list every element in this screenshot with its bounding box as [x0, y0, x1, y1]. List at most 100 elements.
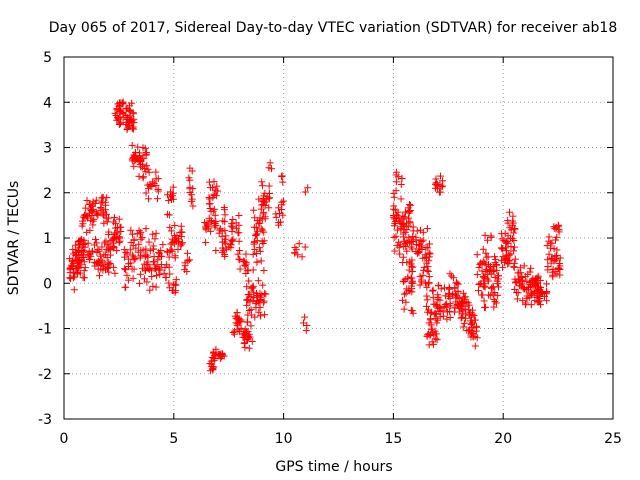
data-point [89, 221, 97, 229]
data-point [404, 214, 412, 222]
data-point [70, 286, 78, 294]
data-point [244, 311, 252, 319]
data-point [155, 266, 163, 274]
data-point [129, 274, 137, 282]
data-point [146, 247, 154, 255]
data-point [544, 256, 552, 264]
data-point [461, 305, 469, 313]
data-point [391, 247, 399, 255]
data-point [473, 271, 481, 279]
data-point [459, 323, 467, 331]
data-point [459, 300, 467, 308]
chart-title: Day 065 of 2017, Sidereal Day-to-day VTE… [49, 20, 618, 36]
data-point [471, 316, 479, 324]
data-point [429, 340, 437, 348]
data-point [274, 204, 282, 212]
data-point [258, 178, 266, 186]
data-point [464, 299, 472, 307]
data-point [429, 286, 437, 294]
data-point [145, 265, 153, 273]
data-point [416, 281, 424, 289]
data-point [235, 255, 243, 263]
data-point [440, 284, 448, 292]
data-point [75, 237, 83, 245]
data-point [234, 250, 242, 258]
data-point [256, 247, 264, 255]
data-point [66, 274, 74, 282]
data-point [398, 174, 406, 182]
data-point [510, 243, 518, 251]
data-point [258, 237, 266, 245]
data-point [291, 249, 299, 257]
data-point [66, 266, 74, 274]
data-point [128, 141, 136, 149]
data-point [232, 224, 240, 232]
data-point [466, 326, 474, 334]
data-point [425, 306, 433, 314]
data-point [123, 271, 131, 279]
data-point [145, 238, 153, 246]
data-point [397, 181, 405, 189]
data-point [139, 160, 147, 168]
data-point [424, 268, 432, 276]
y-tick-label: -2 [38, 367, 52, 383]
data-point [267, 165, 275, 173]
data-point [425, 330, 433, 338]
data-point [259, 281, 267, 289]
data-point [470, 324, 478, 332]
data-point [124, 122, 132, 130]
data-point [475, 263, 483, 271]
data-point [95, 258, 103, 266]
data-point [422, 279, 430, 287]
data-point [480, 282, 488, 290]
data-point [530, 289, 538, 297]
data-point [470, 311, 478, 319]
data-point [167, 227, 175, 235]
data-point [521, 272, 529, 280]
data-point [463, 298, 471, 306]
data-point [276, 209, 284, 217]
data-point [553, 270, 561, 278]
data-point [104, 246, 112, 254]
data-point [243, 283, 251, 291]
data-point [511, 255, 519, 263]
data-point [136, 270, 144, 278]
data-point [166, 223, 174, 231]
data-point [168, 247, 176, 255]
data-point [257, 257, 265, 265]
data-point [481, 231, 489, 239]
data-point [498, 230, 506, 238]
data-point [434, 316, 442, 324]
data-point [162, 274, 170, 282]
data-point [228, 220, 236, 228]
data-point [90, 215, 98, 223]
data-point [245, 344, 253, 352]
data-point [547, 259, 555, 267]
data-point [166, 270, 174, 278]
data-point [431, 300, 439, 308]
data-point [184, 256, 192, 264]
x-tick-label: 25 [604, 431, 622, 447]
data-point [418, 237, 426, 245]
data-point [128, 125, 136, 133]
data-point [71, 241, 79, 249]
data-point [165, 211, 173, 219]
data-point [417, 278, 425, 286]
data-point [428, 287, 436, 295]
data-point [391, 219, 399, 227]
data-point [492, 299, 500, 307]
data-point [141, 165, 149, 173]
data-point [425, 257, 433, 265]
data-point [235, 211, 243, 219]
data-point [466, 317, 474, 325]
data-point [298, 253, 306, 261]
data-point [432, 330, 440, 338]
data-point [93, 239, 101, 247]
data-point [390, 233, 398, 241]
y-tick-label: 4 [43, 95, 52, 111]
data-point [95, 272, 103, 280]
data-points [66, 98, 564, 375]
data-point [485, 277, 493, 285]
data-point [115, 121, 123, 129]
